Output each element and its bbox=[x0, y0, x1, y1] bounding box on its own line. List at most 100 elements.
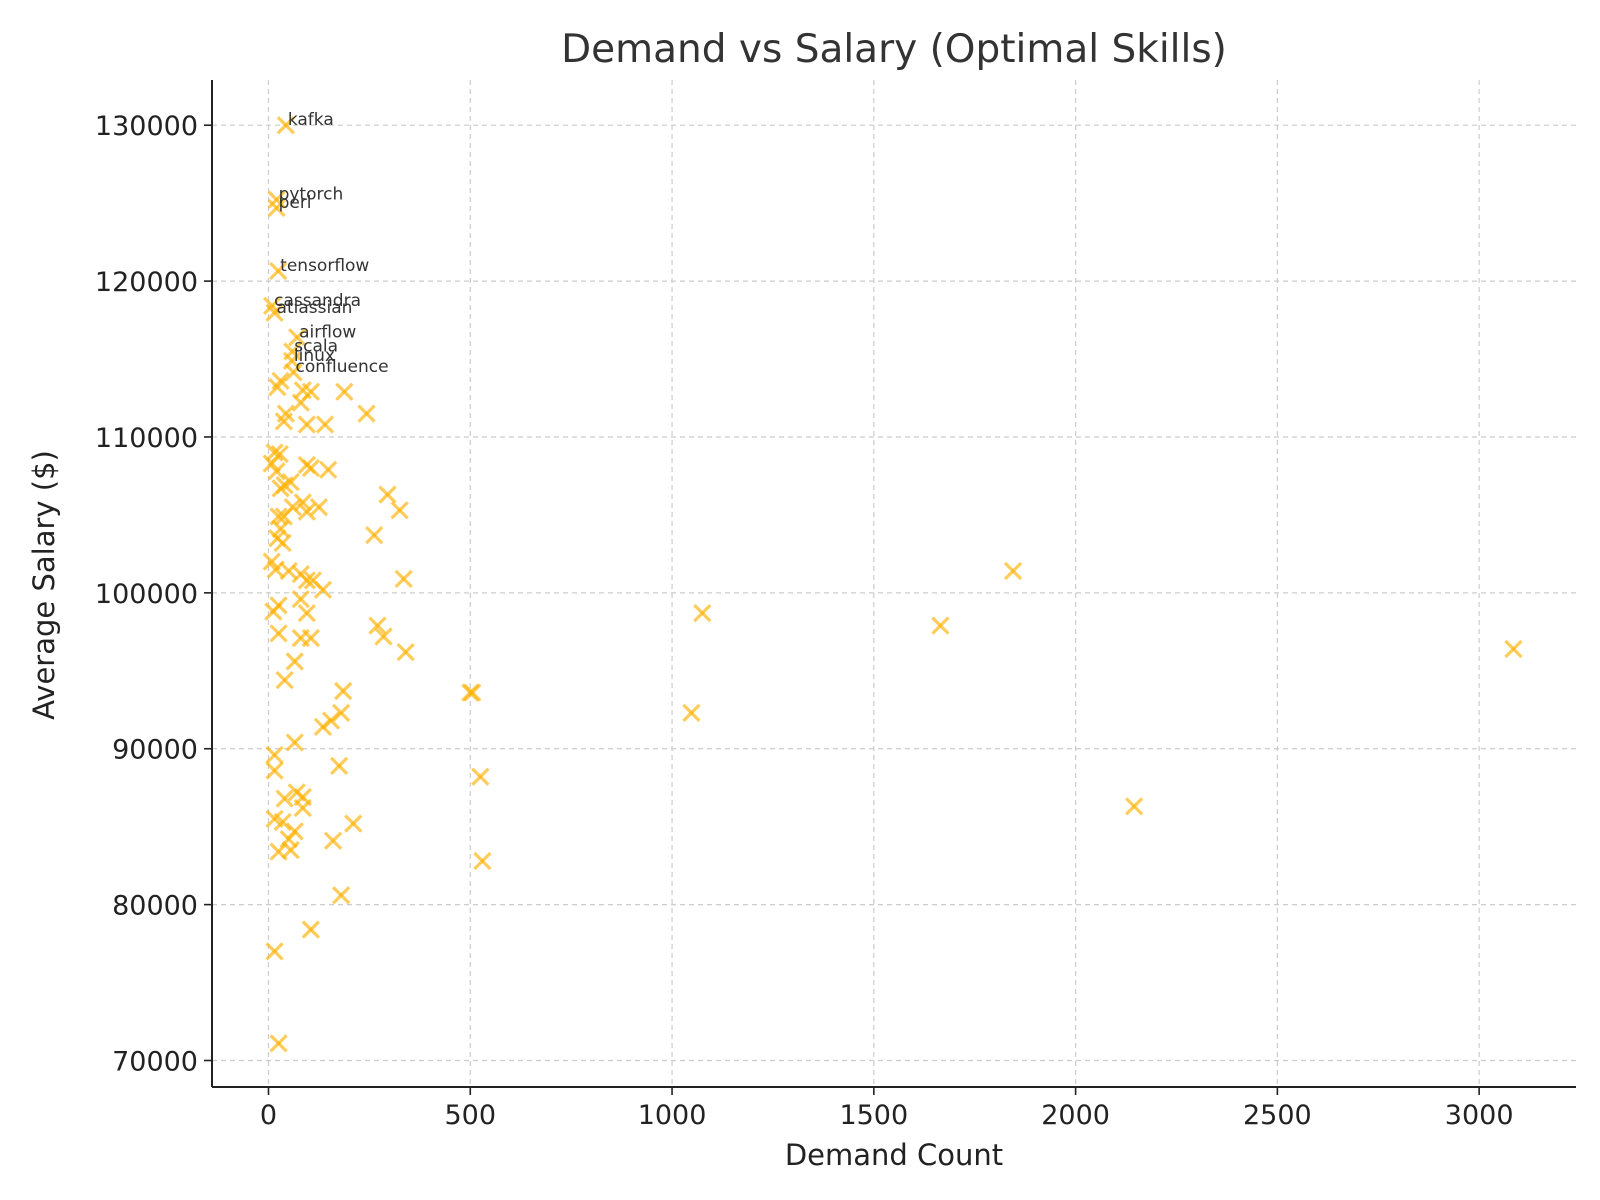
scatter-point bbox=[323, 831, 343, 850]
scatter-point bbox=[291, 589, 310, 609]
scatter-point bbox=[269, 1034, 288, 1053]
scatter-point bbox=[285, 652, 304, 671]
y-tick: 120000 bbox=[95, 267, 212, 298]
scatter-point bbox=[313, 580, 333, 599]
x-tick: 0 bbox=[260, 1087, 277, 1131]
scatter-point bbox=[378, 485, 397, 504]
scatter-point bbox=[265, 443, 284, 462]
scatter-point bbox=[315, 415, 335, 434]
scatter-point bbox=[1504, 639, 1523, 659]
scatter-point bbox=[682, 703, 701, 723]
y-tick: 80000 bbox=[112, 891, 212, 922]
x-tick-label: 500 bbox=[444, 1100, 496, 1131]
scatter-point bbox=[265, 761, 284, 780]
x-ticks: 0 500 1000 1500 2000 2500 3000 bbox=[260, 1087, 1514, 1131]
x-tick: 2500 bbox=[1243, 1087, 1312, 1131]
point-annotation-cassandra: cassandra bbox=[274, 291, 361, 311]
scatter-point bbox=[332, 886, 351, 905]
scatter-point bbox=[297, 415, 316, 434]
scatter-point bbox=[329, 756, 349, 776]
scatter-point bbox=[269, 261, 288, 281]
point-annotation-confluence: confluence bbox=[296, 357, 389, 377]
scatter-point bbox=[309, 497, 329, 517]
point-annotation-tensorflow: tensorflow bbox=[280, 256, 369, 276]
scatter-point bbox=[693, 603, 712, 623]
point-annotation-pytorch: pytorch bbox=[279, 185, 344, 205]
scatter-points bbox=[262, 116, 1523, 1053]
scatter-point bbox=[293, 493, 312, 512]
x-tick-label: 1500 bbox=[839, 1100, 908, 1131]
scatter-point bbox=[284, 363, 303, 382]
x-tick-label: 2500 bbox=[1243, 1100, 1312, 1131]
scatter-point bbox=[344, 814, 363, 833]
scatter-point bbox=[297, 571, 316, 590]
scatter-point bbox=[1124, 797, 1144, 816]
scatter-point bbox=[301, 920, 321, 939]
y-tick-label: 120000 bbox=[95, 267, 198, 298]
x-tick-label: 3000 bbox=[1445, 1100, 1514, 1131]
x-tick: 1500 bbox=[839, 1087, 908, 1131]
scatter-point bbox=[267, 198, 286, 218]
scatter-point bbox=[269, 624, 288, 643]
scatter-point bbox=[334, 681, 353, 701]
scatter-point bbox=[473, 851, 492, 871]
scatter-point bbox=[301, 628, 321, 648]
scatter-point bbox=[265, 303, 284, 322]
scatter-point bbox=[265, 745, 284, 765]
scatter-point bbox=[374, 627, 393, 646]
scatter-point bbox=[332, 703, 351, 723]
scatter-point bbox=[365, 526, 384, 545]
scatter-point bbox=[275, 789, 294, 808]
y-tick: 90000 bbox=[112, 735, 212, 766]
scatter-point bbox=[273, 533, 292, 553]
y-tick-label: 130000 bbox=[95, 111, 198, 142]
point-annotation-scala: scala bbox=[294, 337, 338, 357]
y-tick-label: 110000 bbox=[95, 423, 198, 454]
scatter-point bbox=[281, 840, 300, 860]
x-tick-label: 1000 bbox=[638, 1100, 707, 1131]
x-tick: 500 bbox=[444, 1087, 496, 1131]
x-tick: 1000 bbox=[638, 1087, 707, 1131]
y-axis-title: Average Salary ($) bbox=[27, 450, 61, 720]
scatter-point bbox=[288, 328, 307, 347]
x-tick: 3000 bbox=[1445, 1087, 1514, 1131]
scatter-point bbox=[313, 717, 333, 737]
y-tick-label: 70000 bbox=[112, 1047, 198, 1078]
scatter-point bbox=[396, 642, 415, 662]
scatter-point bbox=[273, 812, 292, 832]
point-annotation-perl: perl bbox=[279, 193, 312, 213]
x-tick-label: 2000 bbox=[1041, 1100, 1110, 1131]
y-tick: 100000 bbox=[95, 579, 212, 610]
scatter-point bbox=[335, 382, 354, 401]
point-annotation-kafka: kafka bbox=[288, 110, 334, 130]
scatter-point bbox=[265, 942, 284, 961]
scatter-point bbox=[267, 462, 286, 481]
y-tick-label: 80000 bbox=[112, 891, 198, 922]
scatter-point bbox=[1003, 561, 1023, 581]
scatter-point bbox=[931, 616, 950, 635]
point-annotation-atlassian: atlassian bbox=[277, 298, 353, 318]
x-tick: 2000 bbox=[1041, 1087, 1110, 1131]
grid-lines bbox=[212, 80, 1576, 1087]
scatter-point bbox=[463, 683, 482, 702]
scatter-point bbox=[264, 602, 283, 621]
x-tick-label: 0 bbox=[260, 1100, 277, 1131]
scatter-point bbox=[268, 377, 287, 397]
scatter-point bbox=[274, 412, 293, 431]
scatter-point bbox=[368, 616, 387, 635]
scatter-point bbox=[293, 798, 312, 818]
scatter-point bbox=[297, 502, 316, 521]
scatter-point bbox=[285, 733, 304, 752]
scatter-point bbox=[390, 501, 409, 520]
y-tick: 110000 bbox=[95, 423, 212, 454]
scatter-point bbox=[319, 460, 338, 479]
y-tick: 70000 bbox=[112, 1047, 212, 1078]
scatter-point bbox=[471, 767, 490, 786]
y-tick-label: 100000 bbox=[95, 579, 198, 610]
chart-title: Demand vs Salary (Optimal Skills) bbox=[561, 27, 1227, 72]
x-axis-title: Demand Count bbox=[785, 1138, 1003, 1172]
scatter-point bbox=[301, 459, 321, 478]
point-annotation-linux: linux bbox=[294, 346, 335, 366]
scatter-point bbox=[276, 116, 295, 135]
